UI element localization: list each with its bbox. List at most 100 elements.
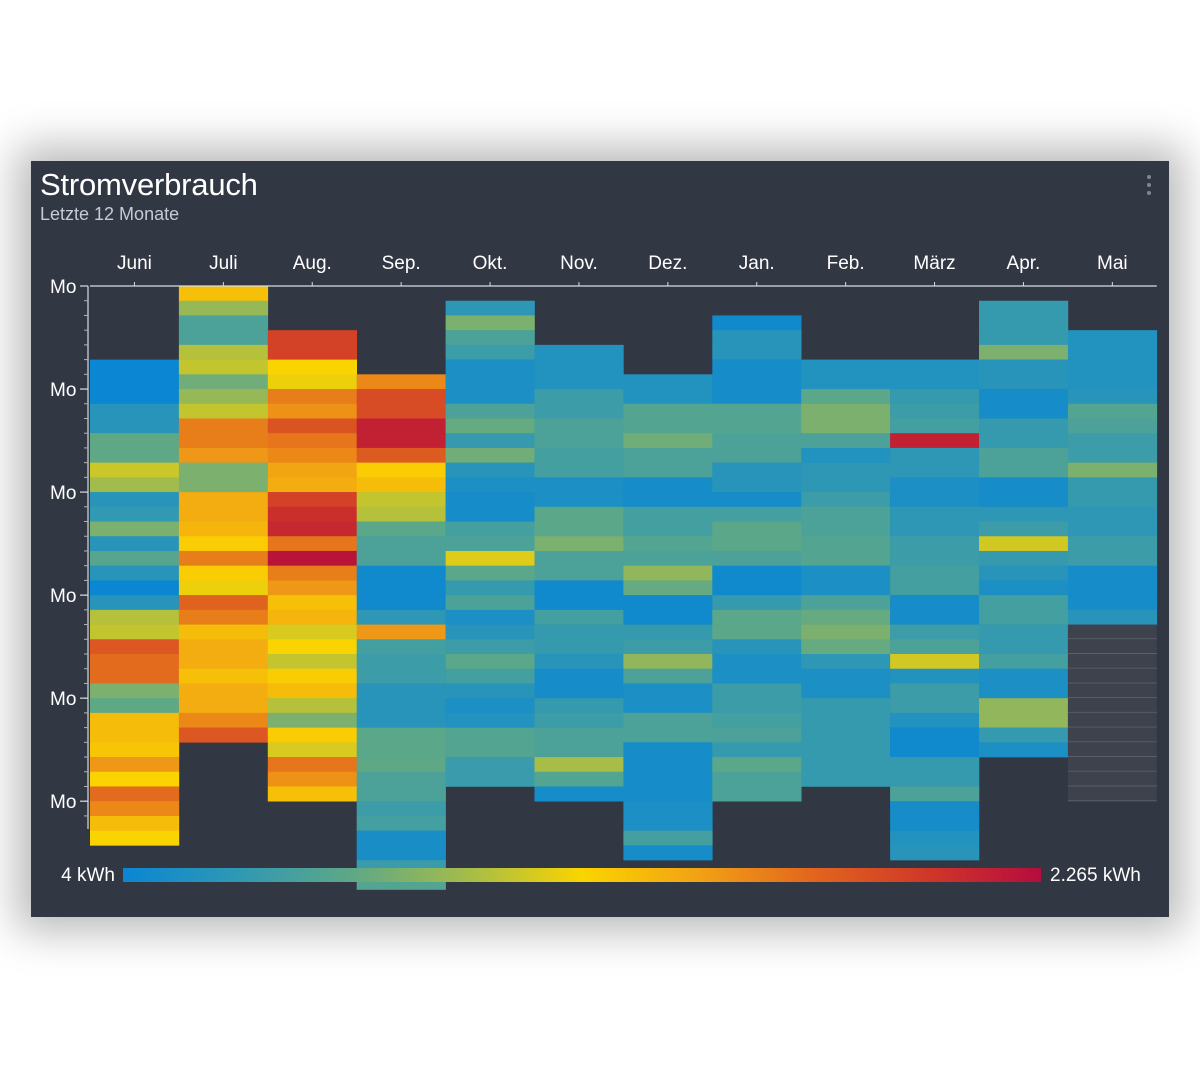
heatmap-cell [1067, 565, 1158, 581]
heatmap-cell [890, 654, 980, 670]
heatmap-cell [267, 609, 357, 625]
heatmap-cell [178, 344, 269, 360]
heatmap-cell [623, 506, 713, 522]
heatmap-cell [534, 639, 624, 655]
heatmap-cell [623, 757, 713, 773]
heatmap-cell [267, 374, 357, 390]
heatmap-cell [1067, 433, 1158, 449]
heatmap-cell [623, 595, 713, 611]
heatmap-cell [90, 477, 180, 493]
heatmap-cell [90, 403, 180, 419]
heatmap-cell [623, 374, 713, 390]
heatmap-cell [178, 536, 269, 552]
heatmap-cell [801, 418, 891, 434]
heatmap-cell [178, 433, 269, 449]
heatmap-cell [445, 668, 535, 684]
heatmap-cell [356, 580, 446, 596]
heatmap-cell [890, 830, 980, 846]
heatmap-cell [445, 698, 535, 714]
heatmap-cell [178, 418, 269, 434]
heatmap-cell [890, 492, 980, 508]
heatmap-cell [534, 727, 624, 743]
more-vertical-icon[interactable] [1143, 173, 1155, 201]
heatmap-cell [623, 580, 713, 596]
heatmap-cell [445, 624, 535, 640]
heatmap-cell [356, 712, 446, 728]
heatmap-cell [623, 418, 713, 434]
heatmap-cell [534, 712, 624, 728]
heatmap-cell [534, 477, 624, 493]
heatmap-cell [1067, 462, 1158, 478]
heatmap-cell [979, 654, 1069, 670]
heatmap-cell [1067, 506, 1158, 522]
heatmap-cell [356, 845, 446, 861]
heatmap-cell [623, 477, 713, 493]
heatmap-cell [178, 492, 269, 508]
heatmap-cell [801, 521, 891, 537]
heatmap-cell [623, 668, 713, 684]
heatmap-cell [712, 609, 802, 625]
heatmap-cell [979, 683, 1069, 699]
heatmap-cell [890, 433, 980, 449]
heatmap-cell [623, 712, 713, 728]
heatmap-cell [267, 418, 357, 434]
heatmap-cell [356, 786, 446, 802]
heatmap-cell [178, 727, 269, 743]
heatmap-cell [979, 418, 1069, 434]
heatmap-cell [90, 506, 180, 522]
heatmap-cell [1067, 580, 1158, 596]
heatmap-cell [623, 683, 713, 699]
heatmap-cell [1067, 521, 1158, 537]
heatmap-cell [712, 315, 802, 331]
heatmap-cell [90, 580, 180, 596]
heatmap-cell [623, 727, 713, 743]
heatmap-cell [979, 389, 1069, 405]
heatmap-cell [534, 654, 624, 670]
heatmap-cell [178, 580, 269, 596]
heatmap-cell [1067, 550, 1158, 566]
heatmap-cell [445, 683, 535, 699]
heatmap-cell [445, 521, 535, 537]
heatmap-chart: Juni Juli Aug. Sep. Okt. Nov. Dez. Jan. Feb. März… [50, 253, 1158, 890]
heatmap-cell [445, 506, 535, 522]
heatmap-cell [445, 389, 535, 405]
heatmap-cell [445, 433, 535, 449]
heatmap-cell [534, 624, 624, 640]
heatmap-cell [178, 624, 269, 640]
heatmap-cell [267, 727, 357, 743]
heatmap-cell [534, 565, 624, 581]
heatmap-cell [890, 683, 980, 699]
heatmap-cell [623, 447, 713, 463]
heatmap-cell [267, 786, 357, 802]
heatmap-cell [90, 757, 180, 773]
heatmap-cell [712, 683, 802, 699]
heatmap-cell [267, 757, 357, 773]
heatmap-cell [356, 374, 446, 390]
heatmap-cell [267, 403, 357, 419]
heatmap-cell [534, 757, 624, 773]
heatmap-cell [356, 654, 446, 670]
heatmap-cell [356, 521, 446, 537]
heatmap-cell [267, 462, 357, 478]
heatmap-cell [979, 477, 1069, 493]
heatmap-cell [979, 433, 1069, 449]
heatmap-cell [623, 389, 713, 405]
heatmap-cell [534, 506, 624, 522]
heatmap-cell [712, 712, 802, 728]
heatmap-cell [712, 727, 802, 743]
heatmap-cell [1067, 536, 1158, 552]
heatmap-cell [178, 683, 269, 699]
heatmap-cell [356, 536, 446, 552]
month-column-5 [445, 300, 535, 787]
x-axis-tick-label: Aug. [293, 253, 332, 274]
heatmap-cell [890, 374, 980, 390]
legend-max-label: 2.265 kWh [1050, 865, 1141, 886]
heatmap-cell [445, 639, 535, 655]
heatmap-cell [623, 786, 713, 802]
heatmap-cell [801, 654, 891, 670]
heatmap-cell [356, 477, 446, 493]
heatmap-cell [801, 727, 891, 743]
legend-min-label: 4 kWh [61, 865, 115, 886]
heatmap-cell [534, 374, 624, 390]
heatmap-cell [890, 712, 980, 728]
